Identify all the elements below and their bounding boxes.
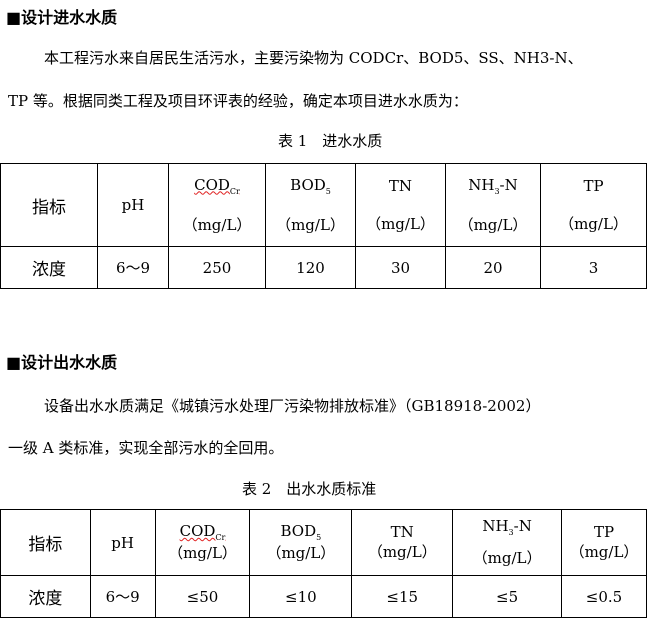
- header-indicator: 指标: [0, 163, 98, 247]
- table-caption: 表 1 进水水质: [278, 132, 383, 150]
- cell-ph: 6～9: [97, 246, 169, 289]
- cell-tp: ≤0.5: [561, 575, 647, 618]
- header-bod: BOD5 （mg/L）: [249, 509, 353, 576]
- table-row: 浓度 6～9 250 120 30 20 3: [0, 246, 647, 289]
- cell-nh3n: ≤5: [452, 575, 563, 618]
- header-indicator: 指标: [0, 509, 91, 576]
- header-tn: TN （mg/L）: [355, 163, 446, 247]
- header-tp: TP （mg/L）: [561, 509, 647, 576]
- section-heading-inlet: ■设计进水水质: [6, 8, 118, 27]
- cell-bod: 120: [265, 246, 356, 289]
- row-label: 浓度: [0, 575, 91, 618]
- cell-nh3n: 20: [445, 246, 541, 289]
- row-label: 浓度: [0, 246, 98, 289]
- header-ph: pH: [89, 509, 156, 576]
- inlet-quality-table: 指标 pH CODCr （mg/L） BOD5 （mg/L） TN （mg/L） NH…: [0, 163, 647, 289]
- table-row: 浓度 6～9 ≤50 ≤10 ≤15 ≤5 ≤0.5: [0, 575, 647, 618]
- paragraph-line: 本工程污水来自居民生活污水，主要污染物为 CODCr、BOD5、SS、NH3-N…: [44, 49, 583, 67]
- cell-bod: ≤10: [249, 575, 353, 618]
- cell-cod: ≤50: [154, 575, 251, 618]
- paragraph-line: 设备出水水质满足《城镇污水处理厂污染物排放标准》（GB18918-2002）: [44, 397, 541, 415]
- paragraph-line: 一级 A 类标准，实现全部污水的全回用。: [8, 439, 284, 457]
- cell-cod: 250: [168, 246, 266, 289]
- header-bod: BOD5 （mg/L）: [265, 163, 356, 247]
- header-tp: TP （mg/L）: [540, 163, 647, 247]
- table-header-row: 指标 pH CODCr （mg/L） BOD5 （mg/L） TN （mg/L） NH…: [0, 163, 647, 247]
- cell-ph: 6～9: [89, 575, 156, 618]
- header-nh3n: NH3-N （mg/L）: [445, 163, 541, 247]
- outlet-quality-table: 指标 pH CODCr （mg/L） BOD5 （mg/L） TN （mg/L） NH…: [0, 509, 647, 618]
- table-caption: 表 2 出水水质标准: [242, 480, 377, 498]
- cell-tn: ≤15: [351, 575, 454, 618]
- table-header-row: 指标 pH CODCr （mg/L） BOD5 （mg/L） TN （mg/L） NH…: [0, 509, 647, 576]
- header-cod: CODCr （mg/L）: [154, 509, 251, 576]
- header-ph: pH: [97, 163, 169, 247]
- cell-tn: 30: [355, 246, 446, 289]
- cell-tp: 3: [540, 246, 647, 289]
- paragraph-line: TP 等。根据同类工程及项目环评表的经验，确定本项目进水水质为：: [8, 92, 468, 110]
- header-cod: CODCr （mg/L）: [168, 163, 266, 247]
- header-tn: TN （mg/L）: [351, 509, 454, 576]
- header-nh3n: NH3-N （mg/L）: [452, 509, 563, 576]
- section-heading-outlet: ■设计出水水质: [6, 353, 118, 372]
